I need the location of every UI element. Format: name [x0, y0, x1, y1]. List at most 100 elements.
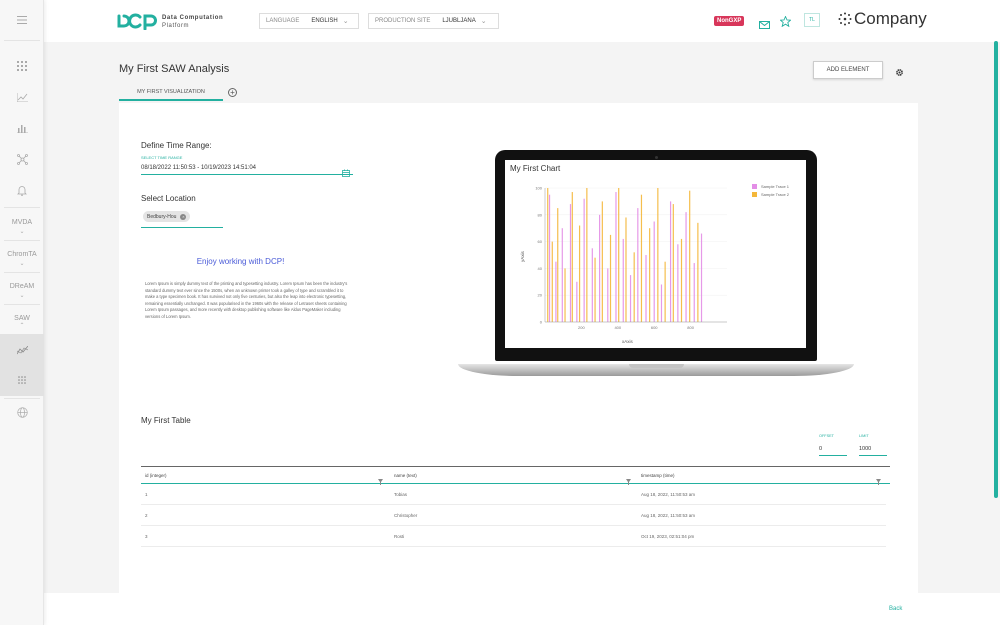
- gear-icon[interactable]: [895, 64, 904, 82]
- line-chart-icon[interactable]: [0, 83, 44, 111]
- cell-id: 2: [145, 513, 148, 518]
- enjoy-heading: Enjoy working with DCP!: [196, 257, 285, 266]
- bar-trace2: [697, 222, 699, 322]
- network-icon[interactable]: [0, 145, 44, 173]
- chart-title: My First Chart: [510, 164, 561, 173]
- column-header-id[interactable]: id (integer): [145, 473, 167, 478]
- logo-text: Data Computation Platform: [162, 14, 223, 30]
- bar-trace2: [594, 257, 596, 322]
- laptop-notch: [629, 364, 684, 368]
- bar-trace1: [555, 261, 557, 322]
- legend-item-2[interactable]: Sample Trace 2: [752, 191, 789, 199]
- add-element-button[interactable]: ADD ELEMENT: [813, 61, 883, 79]
- bar-trace2: [609, 234, 612, 322]
- column-header-timestamp[interactable]: timestamp (time): [641, 473, 675, 478]
- cell-id: 1: [145, 492, 148, 497]
- location-title: Select Location: [141, 194, 196, 203]
- column-header-name[interactable]: name (text): [394, 473, 417, 478]
- bar-trace1: [645, 255, 647, 322]
- close-icon[interactable]: ×: [180, 213, 187, 220]
- bar-trace1: [660, 284, 663, 322]
- legend-swatch: [752, 192, 757, 198]
- chart-legend: Sample Trace 1 Sample Trace 2: [752, 183, 789, 199]
- sidebar-divider: [4, 272, 40, 273]
- sidebar-divider: [4, 398, 40, 399]
- filter-icon[interactable]: [378, 472, 383, 490]
- language-value: ENGLISH: [311, 18, 338, 24]
- menu-icon[interactable]: [0, 6, 44, 34]
- table-row[interactable]: 1 Tobias Aug 18, 2022, 11:50:53 am: [141, 484, 886, 505]
- cell-name: Christopher: [394, 513, 418, 518]
- bar-trace1: [576, 281, 578, 322]
- star-icon[interactable]: [779, 14, 792, 32]
- sidebar-divider: [4, 40, 40, 41]
- chevron-down-icon[interactable]: ⌄: [19, 261, 25, 267]
- chart-plot: 0 20 40 60 80 100 200 400 600 800: [535, 186, 727, 330]
- bar-trace2: [689, 190, 691, 322]
- offset-label: OFFSET: [819, 434, 834, 438]
- bar-trace2: [547, 188, 549, 322]
- legend-swatch: [752, 184, 757, 190]
- bar-trace2: [578, 225, 581, 322]
- mail-icon[interactable]: [759, 16, 770, 34]
- chevron-up-icon[interactable]: ⌃: [19, 323, 25, 329]
- bar-trace2: [672, 204, 674, 322]
- trend-icon[interactable]: [0, 336, 44, 364]
- legend-item-1[interactable]: Sample Trace 1: [752, 183, 789, 191]
- bar-trace2: [571, 192, 573, 322]
- chevron-down-icon[interactable]: ⌄: [19, 293, 25, 299]
- sidebar-divider: [4, 304, 40, 305]
- table-title: My First Table: [141, 416, 191, 425]
- sidebar-item-saw[interactable]: SAW: [14, 315, 30, 322]
- table-row[interactable]: 3 Rosti Oct 19, 2023, 02:51:04 pm: [141, 526, 886, 547]
- x-tick-label: 800: [687, 325, 694, 330]
- bar-trace1: [569, 204, 572, 322]
- bar-chart-icon[interactable]: [0, 114, 44, 142]
- x-tick-label: 200: [578, 325, 585, 330]
- offset-input[interactable]: 0: [819, 444, 847, 456]
- limit-label: LIMIT: [859, 434, 869, 438]
- bell-icon[interactable]: [0, 176, 44, 204]
- calendar-icon[interactable]: [342, 164, 350, 182]
- time-range-input[interactable]: 08/18/2022 11:50:53 - 10/19/2023 14:51:0…: [141, 163, 353, 175]
- add-tab-icon[interactable]: +: [228, 88, 237, 97]
- scrollbar[interactable]: [994, 41, 998, 498]
- filter-icon[interactable]: [876, 472, 881, 490]
- globe-icon[interactable]: [0, 398, 44, 426]
- saw-submenu: [0, 334, 44, 396]
- sidebar-item-chromta[interactable]: ChromTA: [7, 251, 37, 258]
- table-row[interactable]: 2 Christopher Aug 18, 2022, 11:50:53 am: [141, 505, 886, 526]
- bar-trace1: [548, 194, 551, 322]
- location-chip[interactable]: Bedbury-Hou ×: [143, 211, 191, 222]
- bar-trace2: [633, 252, 635, 322]
- company-name: Company: [854, 9, 927, 28]
- bar-trace2: [564, 268, 566, 322]
- sidebar-item-dream[interactable]: DReAM: [9, 283, 35, 290]
- back-link[interactable]: Back: [889, 606, 903, 612]
- bar-trace2: [664, 261, 666, 322]
- filter-icon[interactable]: [626, 472, 631, 490]
- bar-trace1: [693, 263, 695, 322]
- tab-my-first-visualization[interactable]: MY FIRST VISUALIZATION: [119, 86, 223, 101]
- cell-timestamp: Aug 18, 2022, 11:50:53 am: [641, 492, 695, 497]
- time-range-hint: SELECT TIME RANGE: [141, 155, 183, 160]
- y-tick-label: 20: [538, 293, 543, 298]
- language-select[interactable]: LANGUAGE ENGLISH ⌄: [259, 13, 359, 29]
- bar-trace1: [561, 228, 563, 322]
- bar-trace1: [622, 238, 624, 322]
- bar-trace2: [551, 241, 553, 322]
- location-input-underline[interactable]: [141, 227, 223, 228]
- chevron-down-icon[interactable]: ⌄: [19, 229, 25, 235]
- logo-line1: Data Computation: [162, 15, 224, 21]
- bar-trace2: [601, 201, 603, 322]
- bar-trace2: [557, 208, 559, 322]
- grid-icon[interactable]: [0, 52, 44, 80]
- user-avatar[interactable]: TL: [804, 13, 820, 27]
- site-select[interactable]: PRODUCTION SITE LJUBLJANA ⌄: [368, 13, 499, 29]
- bar-trace2: [618, 188, 620, 322]
- table-header: id (integer) name (text) timestamp (time…: [141, 466, 890, 485]
- sidebar-item-mvda[interactable]: MVDA: [11, 219, 33, 226]
- bar-trace2: [640, 194, 643, 322]
- dots-grid-icon[interactable]: [0, 366, 44, 394]
- limit-input[interactable]: 1000: [859, 444, 887, 456]
